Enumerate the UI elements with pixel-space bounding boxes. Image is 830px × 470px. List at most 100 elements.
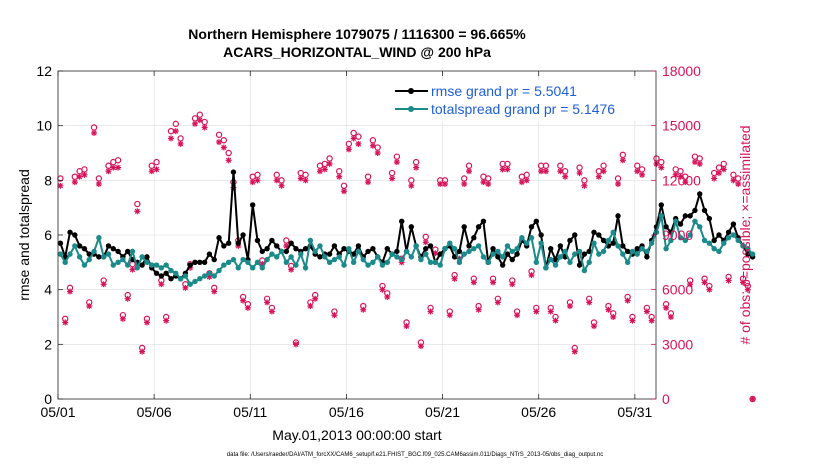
obs-assimilated-point (533, 308, 540, 315)
legend-totalspread-marker (408, 106, 414, 112)
totalspread-point (293, 262, 299, 268)
obs-assimilated-point (494, 299, 501, 306)
asterisk-stroke (500, 166, 506, 173)
asterisk-stroke (298, 175, 304, 182)
rmse-point (596, 232, 602, 238)
rmse-point (451, 254, 458, 260)
asterisk-stroke (72, 179, 78, 185)
totalspread-point (543, 265, 549, 271)
totalspread-point (591, 240, 597, 246)
totalspread-point (682, 237, 689, 244)
obs-assimilated-point (143, 319, 150, 326)
rmse-point (206, 251, 213, 257)
obs-assimilated-point (523, 177, 530, 184)
rmse-point (240, 232, 246, 238)
obs-assimilated-point (393, 159, 400, 166)
obs-assimilated-point (639, 171, 646, 178)
rmse-point (341, 245, 347, 252)
rmse-point (254, 237, 261, 244)
asterisk-stroke (96, 181, 102, 187)
obs-possible-point (225, 149, 232, 157)
asterisk-stroke (721, 166, 727, 173)
obs-assimilated-point (441, 180, 448, 187)
x-tick-label: 05/21 (425, 404, 460, 420)
totalspread-point (139, 254, 145, 260)
asterisk-stroke (591, 323, 597, 329)
asterisk-stroke (168, 135, 174, 142)
totalspread-point (341, 262, 347, 268)
totalspread-point (399, 256, 405, 263)
rmse-point (221, 243, 227, 249)
obs-assimilated-point (590, 323, 597, 330)
totalspread-point (725, 235, 732, 241)
obs-assimilated-point (547, 308, 554, 315)
rmse-point (658, 202, 664, 208)
rmse-point (461, 224, 467, 230)
asterisk-stroke (677, 174, 684, 180)
asterisk-stroke (447, 312, 453, 318)
asterisk-stroke (538, 168, 544, 174)
obs-assimilated-point (177, 140, 184, 147)
obs-assimilated-point (706, 286, 713, 293)
totalspread-point (144, 259, 150, 266)
asterisk-stroke (403, 323, 410, 329)
asterisk-stroke (312, 296, 318, 302)
asterisk-stroke (221, 144, 227, 151)
y2-tick-label: 3000 (662, 336, 693, 352)
obs-assimilated-point (715, 170, 722, 177)
asterisk-stroke (701, 279, 708, 286)
rmse-point (139, 262, 145, 268)
totalspread-point (668, 237, 674, 244)
obs-assimilated-point (182, 284, 189, 291)
totalspread-point (620, 251, 626, 257)
totalspread-point (288, 254, 294, 260)
totalspread-point (701, 237, 708, 244)
totalspread-point (514, 245, 520, 252)
obs-assimilated-point (711, 175, 718, 182)
obs-assimilated-point (153, 166, 160, 173)
totalspread-point (254, 259, 261, 266)
totalspread-point (230, 256, 237, 263)
obs-assimilated-point (307, 303, 314, 310)
totalspread-point (442, 245, 448, 252)
rmse-point (110, 245, 116, 252)
totalspread-point (346, 245, 352, 252)
asterisk-stroke (533, 308, 539, 315)
totalspread-point (499, 254, 506, 260)
asterisk-stroke (716, 170, 722, 176)
asterisk-stroke (634, 168, 640, 174)
obs-assimilated-point (134, 208, 141, 215)
rmse-point (72, 232, 78, 238)
totalspread-point (307, 237, 314, 244)
asterisk-stroke (600, 168, 607, 174)
totalspread-point (379, 262, 386, 268)
totalspread-point (673, 218, 679, 225)
rmse-point (57, 240, 64, 246)
asterisk-stroke (360, 307, 366, 313)
rmse-point (615, 213, 621, 219)
totalspread-point (634, 251, 640, 257)
totalspread-point (211, 273, 217, 279)
rmse-point (538, 232, 544, 238)
y-tick-label: 12 (36, 63, 52, 79)
obs-possible-point (730, 171, 737, 179)
obs-assimilated-point (249, 179, 256, 186)
asterisk-stroke (346, 146, 352, 152)
asterisk-stroke (283, 243, 289, 249)
y2-tick-label: 9000 (662, 227, 693, 243)
totalspread-point (437, 262, 443, 268)
obs-assimilated-point (350, 135, 357, 142)
rmse-point (283, 248, 290, 255)
totalspread-point (322, 254, 328, 260)
totalspread-point (365, 262, 371, 268)
rmse-point (557, 243, 564, 249)
obs-assimilated-point (211, 288, 218, 295)
rmse-point (586, 248, 592, 255)
totalspread-point (240, 256, 246, 263)
obs-assimilated-point (316, 168, 323, 175)
asterisk-stroke (365, 179, 371, 185)
rmse-point (716, 232, 722, 238)
totalspread-point (471, 245, 477, 252)
obs-assimilated-point (605, 306, 612, 313)
rmse-point (144, 254, 150, 260)
